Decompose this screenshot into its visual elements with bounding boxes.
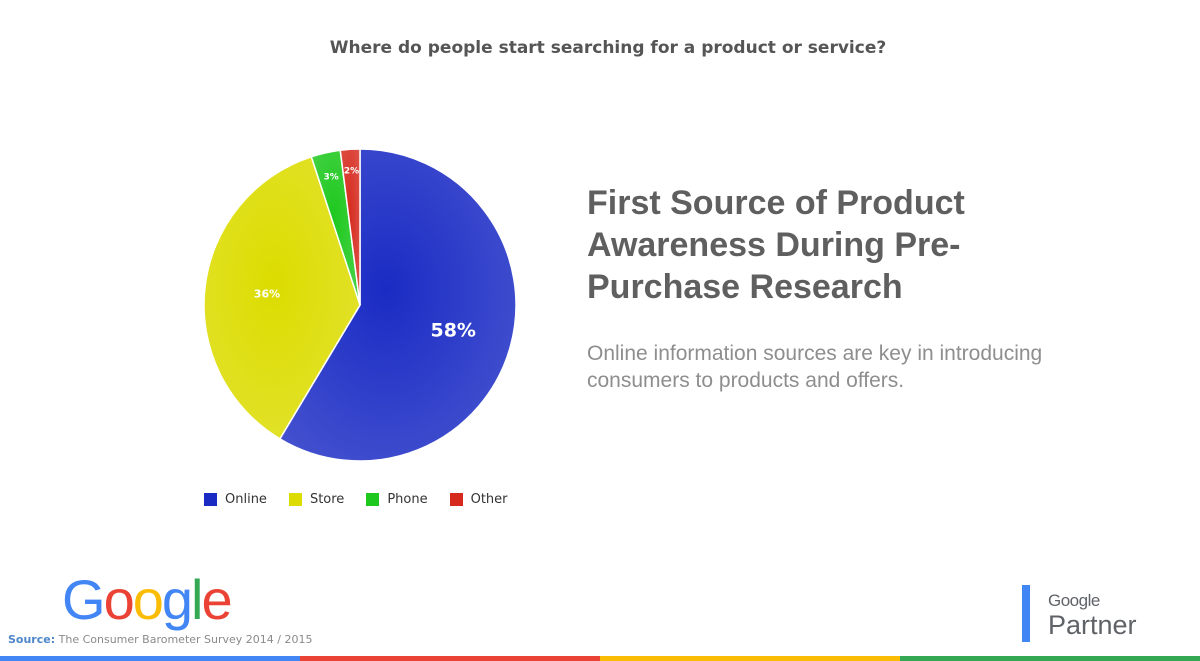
source-text: The Consumer Barometer Survey 2014 / 201…	[58, 633, 313, 646]
footer-bar-yellow	[600, 656, 900, 661]
legend-swatch-phone	[366, 493, 380, 506]
partner-badge-bar	[1022, 585, 1030, 642]
logo-letter: o	[103, 568, 135, 631]
pie-label-store: 36%	[254, 288, 280, 301]
google-partner-badge: Google Partner	[1022, 585, 1162, 642]
legend-label-other: Other	[470, 492, 508, 507]
legend-label-online: Online	[225, 492, 267, 507]
logo-letter: l	[191, 568, 204, 631]
chart-legend: Online Store Phone Other	[204, 492, 508, 507]
logo-letter: e	[201, 568, 232, 631]
footer-bar-green	[900, 656, 1200, 661]
partner-google-text: Google	[1048, 591, 1100, 610]
legend-swatch-other	[449, 493, 463, 506]
partner-label: Partner	[1048, 610, 1137, 640]
footer-color-bar	[0, 656, 1200, 661]
pie-label-phone: 3%	[323, 173, 338, 183]
partner-google-wordmark: Google	[1048, 591, 1100, 611]
headline: First Source of Product Awareness During…	[587, 184, 965, 306]
footer-bar-red	[300, 656, 600, 661]
legend-item-store: Store	[288, 492, 345, 507]
pie-slice-online	[278, 148, 517, 462]
logo-letter: G	[62, 568, 106, 631]
pie-slice-other	[339, 148, 361, 306]
source-label: Source:	[8, 633, 56, 646]
legend-item-phone: Phone	[366, 492, 428, 507]
pie-label-online: 58%	[430, 319, 475, 341]
subtext: Online information sources are key in in…	[587, 342, 1043, 392]
footer-bar-blue	[0, 656, 300, 661]
legend-item-other: Other	[449, 492, 508, 507]
pie-slice-store	[203, 155, 361, 440]
google-logo: Google	[62, 568, 233, 631]
legend-label-phone: Phone	[387, 492, 428, 507]
legend-swatch-online	[204, 493, 217, 506]
logo-letter: g	[161, 568, 193, 631]
pie-label-other: 2%	[344, 167, 359, 177]
legend-item-online: Online	[204, 492, 267, 507]
logo-letter: o	[132, 568, 164, 631]
legend-swatch-store	[288, 493, 302, 506]
pie-chart: 58% 36% 3% 2%	[203, 148, 517, 462]
chart-question: Where do people start searching for a pr…	[329, 38, 887, 58]
legend-label-store: Store	[309, 492, 345, 507]
source-note: Source: The Consumer Barometer Survey 20…	[8, 633, 313, 646]
